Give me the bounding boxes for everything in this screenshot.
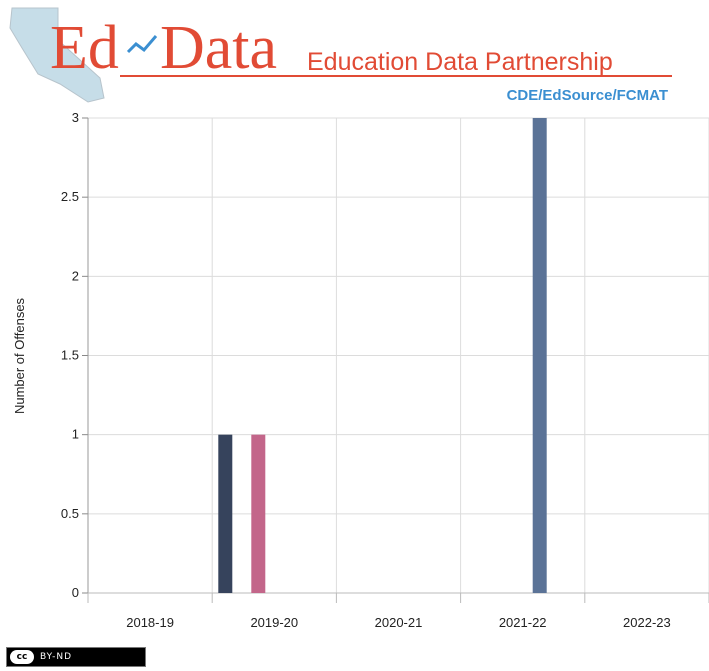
y-tick-label: 1 — [72, 427, 79, 442]
y-tick-label: 1.5 — [61, 348, 79, 363]
y-tick-label: 2.5 — [61, 189, 79, 204]
offenses-bar-chart: 0 0.5 1 1.5 2 2.5 3 2018-19 2019-20 2020-21 2021-2… — [12, 110, 709, 630]
bar[interactable] — [251, 434, 266, 593]
chart-bars — [218, 118, 547, 593]
cc-logo-icon: cc — [10, 650, 34, 664]
x-tick-label: 2021-22 — [499, 615, 547, 630]
x-tick-label: 2019-20 — [250, 615, 298, 630]
x-tick-label: 2022-23 — [623, 615, 671, 630]
y-tick-label: 3 — [72, 110, 79, 125]
edData-logo: Ed Data Education Data Partnership CDE/E… — [9, 7, 672, 104]
logo-tagline: Education Data Partnership — [307, 48, 613, 76]
y-tick-label: 0.5 — [61, 506, 79, 521]
x-tick-label: 2020-21 — [375, 615, 423, 630]
y-tick-label: 0 — [72, 585, 79, 600]
logo-ed-text: Ed — [50, 14, 119, 82]
bar[interactable] — [218, 434, 233, 593]
california-map-icon — [9, 7, 105, 103]
cc-license-terms: BY-ND — [40, 652, 73, 662]
y-axis-title: Number of Offenses — [12, 297, 27, 414]
cc-license-badge[interactable]: cc BY-ND — [6, 647, 146, 667]
logo-partners: CDE/EdSource/FCMAT — [507, 87, 668, 104]
logo-trend-icon — [126, 35, 158, 54]
logo-data-text: Data — [160, 14, 277, 82]
chart-grid — [87, 117, 709, 594]
edData-header: Ed Data Education Data Partnership CDE/E… — [0, 0, 709, 112]
y-tick-label: 2 — [72, 268, 79, 283]
chart-axes — [82, 117, 709, 603]
x-tick-label: 2018-19 — [126, 615, 174, 630]
bar[interactable] — [532, 118, 547, 593]
chart-labels: 0 0.5 1 1.5 2 2.5 3 2018-19 2019-20 2020-21 2021-2… — [61, 110, 671, 630]
